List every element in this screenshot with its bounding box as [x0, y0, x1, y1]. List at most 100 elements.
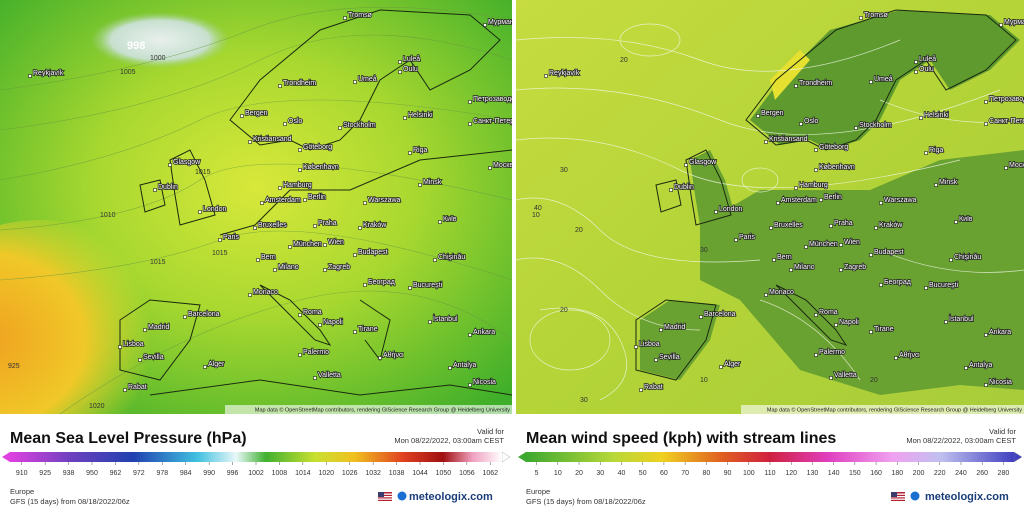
- scale-label: 130: [807, 470, 819, 477]
- city-label: Tirane: [874, 326, 894, 333]
- city-marker: [804, 245, 808, 249]
- city-label: Київ: [443, 216, 457, 223]
- city-label: Stockholm: [343, 122, 376, 129]
- city-marker: [323, 268, 327, 272]
- city-marker: [814, 353, 818, 357]
- city-label: Kristiansand: [769, 136, 808, 143]
- city-label: Oulu: [403, 66, 418, 73]
- city-marker: [839, 268, 843, 272]
- scale-label: 978: [156, 470, 168, 477]
- city-label: Tromsø: [864, 12, 889, 19]
- scale-label: 260: [976, 470, 988, 477]
- city-marker: [719, 365, 723, 369]
- scale-label: 160: [870, 470, 882, 477]
- city-label: İstanbul: [433, 314, 458, 323]
- city-marker: [634, 345, 638, 349]
- city-label: Rabat: [128, 384, 147, 391]
- city-label: Antalya: [969, 362, 992, 369]
- city-label: Bern: [777, 254, 792, 261]
- scale-label: 1020: [318, 470, 334, 477]
- city-marker: [363, 201, 367, 205]
- city-marker: [353, 330, 357, 334]
- city-marker: [278, 84, 282, 88]
- wind-label: 40: [534, 205, 542, 212]
- city-marker: [118, 345, 122, 349]
- attribution-bg: [225, 405, 512, 414]
- city-label: Петрозаводск: [473, 96, 519, 103]
- city-label: København: [819, 164, 855, 171]
- city-label: İstanbul: [949, 314, 974, 323]
- scale-label: 20: [575, 470, 583, 477]
- city-label: Lisboa: [123, 341, 144, 348]
- city-label: Nicosia: [473, 379, 496, 386]
- color-scale: [526, 452, 1014, 462]
- city-marker: [318, 323, 322, 327]
- city-label: Berlin: [308, 194, 326, 201]
- city-label: Roma: [303, 309, 322, 316]
- city-marker: [869, 80, 873, 84]
- region: Europe: [526, 487, 550, 496]
- city-marker: [198, 210, 202, 214]
- city-marker: [448, 366, 452, 370]
- city-marker: [408, 286, 412, 290]
- scale-label: 180: [891, 470, 903, 477]
- city-label: Helsinki: [408, 112, 433, 119]
- scale-arrow: [518, 452, 526, 462]
- scale-label: 40: [618, 470, 626, 477]
- city-label: Zagreb: [328, 264, 350, 271]
- city-label: Oulu: [919, 66, 934, 73]
- city-marker: [544, 74, 548, 78]
- attribution-bg: [741, 405, 1024, 414]
- city-label: Oslo: [804, 118, 819, 125]
- city-label: Москва: [1009, 162, 1024, 169]
- city-label: Wien: [328, 239, 344, 246]
- city-label: Lisboa: [639, 341, 660, 348]
- scale-label: 962: [110, 470, 122, 477]
- city-marker: [358, 226, 362, 230]
- city-marker: [819, 198, 823, 202]
- scale-label: 1008: [272, 470, 288, 477]
- scale-label: 910: [16, 470, 28, 477]
- city-marker: [248, 140, 252, 144]
- isobar-label: 1015: [150, 259, 166, 266]
- scale-label: 996: [227, 470, 239, 477]
- scale-label: 110: [764, 470, 775, 477]
- city-marker: [363, 283, 367, 287]
- city-marker: [879, 283, 883, 287]
- city-label: Kraków: [879, 222, 903, 229]
- city-marker: [914, 60, 918, 64]
- city-label: Bucureşti: [413, 282, 443, 289]
- city-marker: [894, 356, 898, 360]
- city-marker: [418, 183, 422, 187]
- scale-label: 1056: [459, 470, 475, 477]
- scale-arrow: [1013, 451, 1023, 463]
- city-label: Αθήνα: [383, 352, 403, 359]
- city-label: London: [719, 206, 742, 213]
- city-label: Мурманск: [488, 19, 521, 26]
- city-marker: [829, 224, 833, 228]
- scale-label: 90: [724, 470, 732, 477]
- city-marker: [639, 388, 643, 392]
- city-marker: [353, 253, 357, 257]
- city-label: London: [203, 206, 226, 213]
- city-marker: [954, 220, 958, 224]
- city-label: Helsinki: [924, 112, 949, 119]
- city-label: Madrid: [148, 324, 170, 331]
- city-label: Umeå: [874, 75, 893, 83]
- city-marker: [303, 198, 307, 202]
- isobar-label: 1005: [120, 69, 136, 76]
- scale-label: 1038: [389, 470, 405, 477]
- scale-label: 5: [535, 470, 539, 477]
- isobar-label: 1000: [150, 55, 166, 62]
- scale-label: 10: [554, 470, 562, 477]
- city-marker: [273, 268, 277, 272]
- city-marker: [834, 323, 838, 327]
- city-label: Санкт-Петербург: [989, 117, 1024, 125]
- city-label: Bruxelles: [774, 222, 803, 229]
- city-marker: [714, 210, 718, 214]
- city-label: Praha: [318, 220, 337, 227]
- city-label: Hamburg: [799, 182, 828, 189]
- city-label: Amsterdam: [265, 197, 301, 204]
- city-marker: [298, 313, 302, 317]
